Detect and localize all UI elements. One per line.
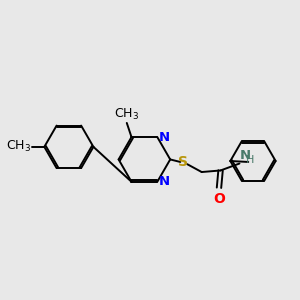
Text: O: O — [213, 191, 225, 206]
Text: N: N — [240, 149, 251, 162]
Text: N: N — [159, 175, 170, 188]
Text: S: S — [178, 155, 188, 169]
Text: H: H — [245, 155, 254, 165]
Text: N: N — [159, 130, 170, 144]
Text: CH$_3$: CH$_3$ — [114, 106, 139, 122]
Text: CH$_3$: CH$_3$ — [6, 139, 31, 154]
